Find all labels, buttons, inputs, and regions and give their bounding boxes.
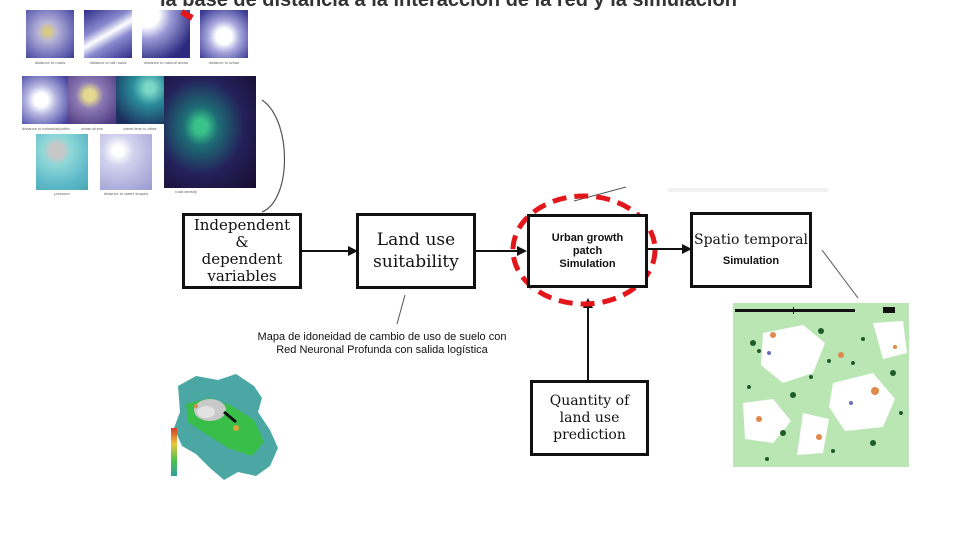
map-thumb-travel bbox=[116, 76, 164, 124]
panel-caption: travel time to cities bbox=[123, 126, 157, 131]
node-suitability-label: Land use suitability bbox=[373, 230, 459, 272]
panel-caption: pressure bbox=[54, 191, 70, 196]
node-spatio-title: Spatio temporal bbox=[694, 232, 808, 248]
panel-caption: distance to rail roads bbox=[89, 60, 127, 65]
simulation-map bbox=[733, 303, 909, 467]
suitability-annotation: Mapa de idoneidad de cambio de uso de su… bbox=[257, 331, 507, 356]
top-banner-text: la base de distancia a la interacción de… bbox=[160, 0, 737, 11]
map-thumb-pressure bbox=[36, 134, 88, 190]
map-thumb-road-density bbox=[164, 76, 256, 188]
spatio-pointer bbox=[821, 249, 859, 299]
annotation-pointer bbox=[396, 294, 406, 325]
node-quantity-label: Quantity of land use prediction bbox=[549, 392, 630, 443]
map-thumb-industrial bbox=[22, 76, 70, 124]
scale-bar bbox=[735, 309, 855, 312]
node-land-use-suitability: Land use suitability bbox=[356, 213, 476, 289]
map-thumb-roads bbox=[26, 10, 74, 58]
panel-caption: distance to urban bbox=[208, 60, 240, 65]
highlight-ring bbox=[510, 193, 658, 307]
node-spatio-temporal-simulation: Spatio temporal Simulation bbox=[690, 212, 812, 288]
map-thumb-rail bbox=[84, 10, 132, 58]
urban-pointer bbox=[573, 186, 627, 202]
panel-caption: distance to water shapes bbox=[103, 191, 149, 196]
north-arrow bbox=[883, 307, 895, 313]
panel-connector-curve bbox=[261, 99, 285, 213]
node-independent-label: Independent & dependent variables bbox=[193, 216, 291, 285]
scale-bar-tick bbox=[793, 307, 794, 314]
input-variables-panel: distance to roads distance to rail roads… bbox=[18, 8, 258, 196]
map-thumb-urban bbox=[200, 10, 248, 58]
node-independent-variables: Independent & dependent variables bbox=[182, 213, 302, 289]
panel-caption: distance to roads bbox=[34, 60, 66, 65]
panel-caption: road density bbox=[175, 189, 197, 194]
faint-bar bbox=[668, 188, 828, 192]
node-spatio-sub: Simulation bbox=[722, 255, 780, 267]
simulation-patches bbox=[743, 321, 907, 461]
panel-caption: distance to industrial/public bbox=[21, 126, 71, 131]
map-thumb-natural bbox=[142, 10, 190, 58]
suitability-map bbox=[166, 368, 282, 486]
map-legend-bar bbox=[171, 428, 177, 476]
panel-caption: distance to natural areas bbox=[144, 60, 188, 65]
map-thumb-water bbox=[100, 134, 152, 190]
node-urban-growth-label: Urban growth patch Simulation bbox=[551, 231, 624, 270]
suitability-map-shape bbox=[174, 374, 278, 480]
map-thumb-slums bbox=[68, 76, 116, 124]
node-quantity-prediction: Quantity of land use prediction bbox=[530, 380, 649, 456]
node-urban-growth-simulation: Urban growth patch Simulation bbox=[527, 214, 648, 288]
panel-caption: urban slums bbox=[81, 126, 103, 131]
